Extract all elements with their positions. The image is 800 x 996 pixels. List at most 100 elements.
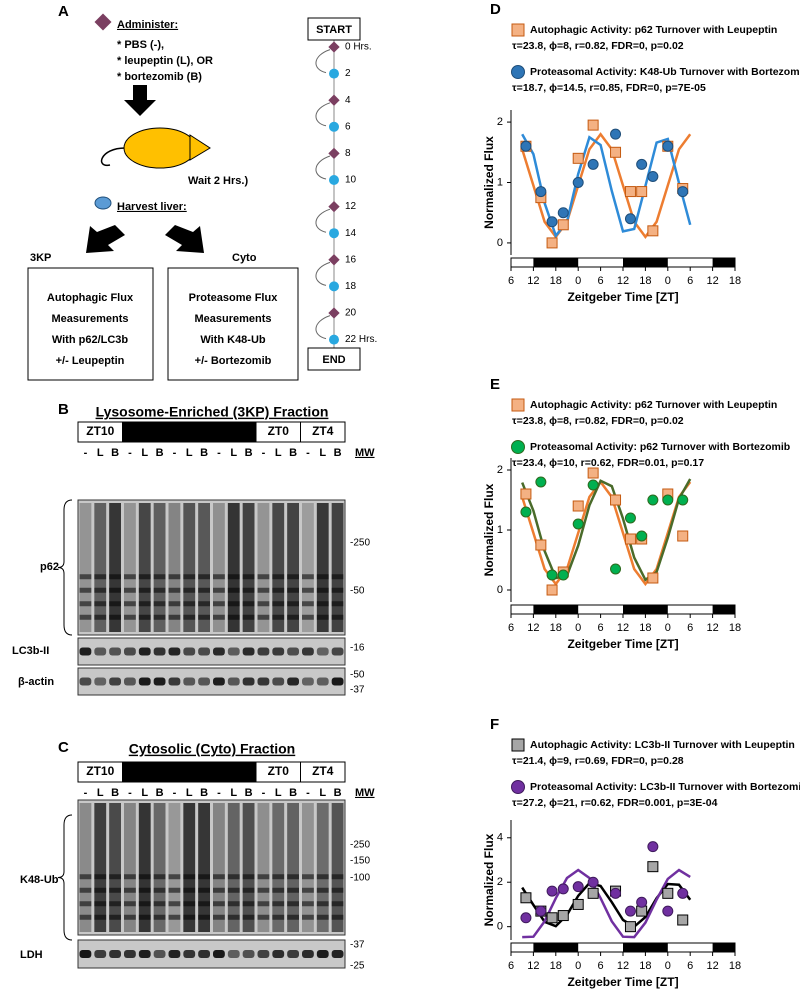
band (316, 901, 329, 907)
band (257, 887, 270, 893)
mw-marker: -100 (350, 873, 370, 884)
band (109, 574, 121, 580)
x-tick-label: 6 (598, 622, 604, 634)
point (546, 216, 558, 228)
band (153, 914, 166, 920)
point (572, 881, 584, 893)
group-label: ZT0 (268, 424, 290, 438)
dark-period (712, 605, 735, 614)
point (557, 219, 569, 231)
band (302, 614, 314, 620)
band (331, 874, 344, 880)
start-box (307, 17, 361, 41)
band (331, 677, 344, 686)
x-tick-label: 12 (706, 960, 718, 972)
band (242, 914, 255, 920)
band (124, 601, 136, 607)
point (610, 146, 622, 158)
legend-stats: τ=27.2, ϕ=21, r=0.62, FDR=0.001, p=3E-04 (512, 797, 718, 809)
point (587, 158, 599, 170)
group-label: ZT20 (220, 424, 248, 438)
dark-period (533, 943, 579, 952)
treatment-label: - (173, 447, 177, 459)
treatment-label: B (200, 787, 208, 799)
band (153, 587, 166, 593)
point (636, 186, 648, 198)
point (557, 910, 569, 922)
brace (57, 499, 73, 636)
timepoint: 22 Hrs. (345, 334, 377, 345)
liver-icon (329, 68, 339, 79)
treatment-label: B (245, 447, 253, 459)
point (520, 912, 532, 924)
group-label: ZT0 (268, 764, 290, 778)
band (168, 677, 181, 686)
liver-icon (329, 281, 339, 292)
band (109, 914, 121, 920)
treatment-label: B (289, 787, 297, 799)
band (287, 914, 299, 920)
timepoint: 16 (345, 254, 357, 265)
band (272, 887, 285, 893)
band (109, 874, 121, 880)
band (331, 647, 344, 656)
x-tick-label: 0 (575, 622, 581, 634)
curved-arrow (315, 208, 331, 233)
blot (77, 637, 346, 666)
band (316, 587, 329, 593)
band (213, 887, 225, 893)
timepoint: 0 Hrs. (345, 42, 372, 53)
x-tick-label: 0 (575, 275, 581, 287)
band (138, 587, 151, 593)
point (520, 892, 532, 904)
treatment-label: L (141, 787, 148, 799)
point (677, 530, 689, 542)
band (153, 950, 166, 958)
band (331, 950, 344, 958)
point (677, 494, 689, 506)
point (610, 128, 622, 140)
band (242, 614, 255, 620)
diamond-icon (328, 147, 340, 160)
band (272, 874, 285, 880)
band (272, 587, 285, 593)
timepoint: 12 (345, 201, 357, 212)
band (272, 601, 285, 607)
band (331, 901, 344, 907)
treatment-label: L (275, 447, 282, 459)
treatment-label: L (230, 787, 237, 799)
legend-marker (511, 398, 525, 412)
mouse-head (189, 134, 211, 161)
band (227, 587, 240, 593)
treatment-label: - (128, 447, 132, 459)
band (242, 677, 255, 686)
treatment-label: L (186, 447, 193, 459)
point (624, 213, 636, 225)
band (242, 574, 255, 580)
band (94, 574, 107, 580)
x-tick-label: 12 (527, 960, 539, 972)
band (168, 574, 181, 580)
band (227, 901, 240, 907)
panel-title: Lysosome-Enriched (3KP) Fraction (96, 404, 329, 420)
band (94, 677, 107, 686)
blot (77, 939, 346, 969)
band (242, 587, 255, 593)
box-text: Autophagic Flux (47, 292, 134, 304)
band (198, 614, 210, 620)
timepoint: 2 (345, 68, 351, 79)
point (636, 896, 648, 908)
treatment-label: B (334, 787, 342, 799)
band (94, 587, 107, 593)
mw-label: MW (355, 447, 375, 459)
point (677, 914, 689, 926)
lane-smear (198, 803, 210, 932)
lane-smear (287, 803, 299, 932)
lane-smear (316, 803, 329, 932)
band (94, 614, 107, 620)
band (168, 601, 181, 607)
band (94, 914, 107, 920)
mouse (123, 127, 197, 169)
band (331, 614, 344, 620)
